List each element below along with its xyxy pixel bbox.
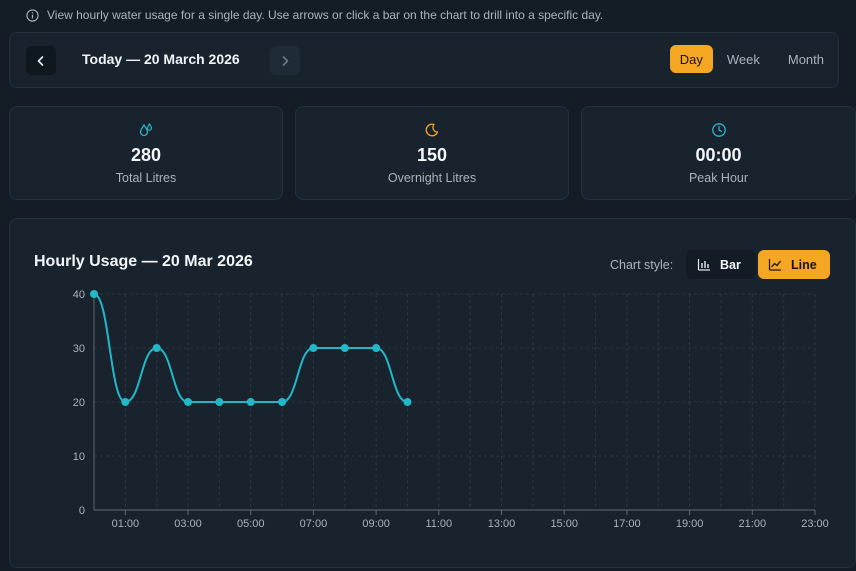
peak-hour-label: Peak Hour bbox=[688, 171, 749, 185]
overnight-litres-label: Overnight Litres bbox=[387, 171, 477, 185]
period-month-button[interactable]: Month bbox=[787, 51, 824, 67]
chart-title: Hourly Usage — 20 Mar 2026 bbox=[34, 253, 253, 270]
hourly-usage-panel: Hourly Usage — 20 Mar 2026 Chart style: … bbox=[9, 218, 856, 568]
x-tick-label: 13:00 bbox=[488, 518, 516, 530]
x-tick-label: 21:00 bbox=[739, 518, 767, 530]
y-tick-label: 0 bbox=[79, 505, 85, 517]
stat-card-total-litres: 280 Total Litres bbox=[9, 106, 283, 200]
total-litres-label: Total Litres bbox=[115, 171, 177, 185]
previous-day-button[interactable] bbox=[26, 46, 56, 75]
chart-style-bar-button[interactable]: Bar bbox=[686, 250, 756, 279]
info-bar: View hourly water usage for a single day… bbox=[0, 0, 856, 30]
data-point bbox=[309, 344, 318, 352]
data-point bbox=[278, 398, 287, 406]
x-tick-label: 05:00 bbox=[237, 518, 265, 530]
period-day-button[interactable]: Day bbox=[669, 45, 713, 73]
usage-series-line bbox=[93, 293, 408, 404]
peak-hour-value: 00:00 bbox=[695, 145, 742, 165]
clock-icon bbox=[711, 123, 726, 137]
x-tick-label: 23:00 bbox=[801, 518, 829, 530]
y-tick-label: 40 bbox=[73, 289, 85, 301]
stat-card-peak-hour: 00:00 Peak Hour bbox=[581, 106, 856, 200]
bar-chart-icon bbox=[697, 259, 710, 271]
x-tick-label: 11:00 bbox=[425, 518, 452, 530]
chevron-right-icon bbox=[282, 55, 289, 66]
data-point bbox=[184, 398, 193, 406]
period-selector: Day Week Month bbox=[669, 45, 838, 73]
y-tick-label: 10 bbox=[73, 451, 85, 463]
data-point bbox=[246, 398, 255, 406]
data-point bbox=[90, 290, 98, 298]
chart-style-bar-label: Bar bbox=[720, 257, 741, 272]
current-date-label: Today — 20 March 2026 bbox=[82, 51, 240, 67]
x-tick-label: 03:00 bbox=[174, 518, 202, 530]
hourly-usage-chart: 0 10 20 30 40 01:00 03:00 05:00 07:00 09:00 11:00 1… bbox=[73, 289, 829, 530]
stat-card-overnight-litres: 150 Overnight Litres bbox=[295, 106, 569, 200]
data-point bbox=[215, 398, 224, 406]
y-tick-label: 30 bbox=[73, 343, 85, 355]
data-point bbox=[372, 344, 381, 352]
data-point bbox=[403, 398, 412, 406]
chevron-left-icon bbox=[37, 55, 44, 66]
x-tick-label: 17:00 bbox=[613, 518, 641, 530]
next-day-button[interactable] bbox=[270, 46, 300, 75]
x-tick-label: 15:00 bbox=[550, 518, 578, 530]
data-point bbox=[152, 344, 161, 352]
line-chart-icon bbox=[768, 259, 782, 271]
overnight-litres-value: 150 bbox=[416, 145, 448, 165]
total-litres-value: 280 bbox=[130, 145, 162, 165]
period-week-button[interactable]: Week bbox=[726, 51, 760, 67]
water-drops-icon bbox=[139, 122, 153, 137]
info-text: View hourly water usage for a single day… bbox=[47, 8, 604, 22]
chart-style-label: Chart style: bbox=[610, 258, 674, 272]
chart-style-line-label: Line bbox=[791, 257, 817, 272]
moon-icon bbox=[425, 123, 439, 137]
x-tick-label: 19:00 bbox=[676, 518, 704, 530]
x-tick-label: 07:00 bbox=[300, 518, 328, 530]
x-tick-label: 09:00 bbox=[362, 518, 390, 530]
date-navigation: Today — 20 March 2026 Day Week Month bbox=[9, 32, 839, 88]
x-tick-label: 01:00 bbox=[112, 518, 140, 530]
info-icon bbox=[26, 8, 39, 22]
data-point bbox=[121, 398, 130, 406]
chart-style-line-button[interactable]: Line bbox=[758, 250, 830, 279]
data-point bbox=[340, 344, 349, 352]
y-tick-label: 20 bbox=[73, 397, 85, 409]
